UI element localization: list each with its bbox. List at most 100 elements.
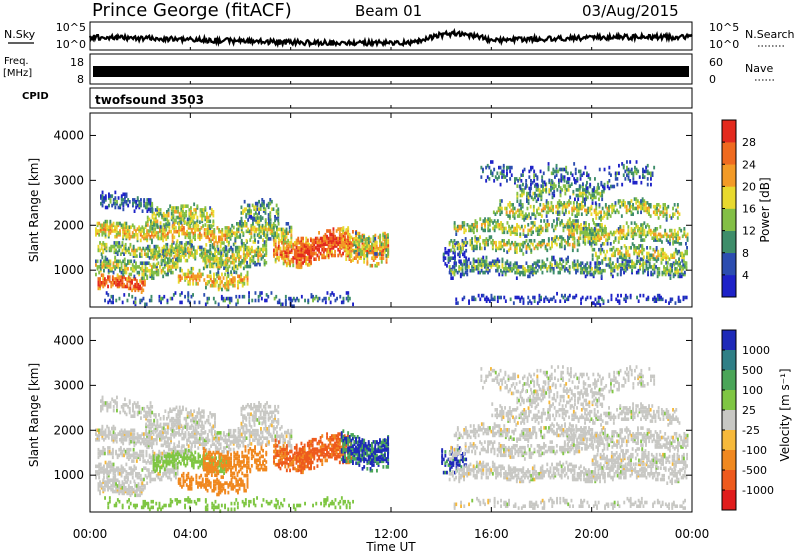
range-gate-cell xyxy=(180,291,183,295)
range-gate-cell xyxy=(108,203,110,208)
range-gate-cell xyxy=(522,242,525,247)
range-gate-cell xyxy=(499,204,502,209)
range-gate-cell xyxy=(641,247,644,252)
range-gate-cell xyxy=(342,226,345,230)
range-gate-cell xyxy=(512,265,515,269)
range-gate-cell xyxy=(303,253,306,258)
range-gate-cell xyxy=(98,221,101,226)
range-gate-cell xyxy=(603,184,606,189)
range-gate-cell xyxy=(186,231,188,236)
range-gate-cell xyxy=(679,251,682,256)
range-gate-cell xyxy=(511,267,513,271)
range-gate-cell xyxy=(213,235,216,240)
range-gate-cell xyxy=(464,265,467,269)
range-gate-cell xyxy=(191,243,193,248)
range-gate-cell xyxy=(665,210,668,215)
range-gate-cell xyxy=(625,204,628,209)
range-gate-cell xyxy=(258,223,261,228)
range-gate-cell xyxy=(507,265,510,269)
range-gate-cell xyxy=(509,232,512,236)
range-gate-cell xyxy=(474,235,477,239)
range-gate-cell xyxy=(666,267,669,271)
range-gate-cell xyxy=(622,225,625,229)
range-gate-cell xyxy=(208,237,211,241)
range-gate-cell xyxy=(474,267,477,271)
range-gate-cell xyxy=(382,250,385,255)
range-gate-cell xyxy=(526,199,528,203)
range-gate-cell xyxy=(533,239,536,243)
range-gate-cell xyxy=(574,179,577,183)
range-gate-cell xyxy=(382,244,385,249)
range-gate-cell xyxy=(123,282,125,287)
range-gate-cell xyxy=(628,208,631,213)
range-gate-cell xyxy=(127,250,130,255)
range-gate-cell xyxy=(662,249,664,254)
range-gate-cell xyxy=(598,236,601,240)
range-gate-cell xyxy=(630,167,633,172)
range-gate-cell xyxy=(585,184,588,188)
range-gate-cell xyxy=(149,274,152,279)
range-gate-cell xyxy=(525,250,528,254)
range-gate-cell xyxy=(328,296,330,301)
range-gate-cell xyxy=(660,251,663,256)
range-gate-cell xyxy=(585,232,588,237)
range-gate-cell xyxy=(239,235,242,239)
range-gate-cell xyxy=(614,203,617,207)
range-gate-cell xyxy=(663,255,666,259)
range-gate-cell xyxy=(159,253,161,257)
range-gate-cell xyxy=(194,233,196,238)
range-gate-cell xyxy=(239,233,242,237)
range-gate-cell xyxy=(528,270,531,275)
range-gate-cell xyxy=(587,173,590,177)
range-gate-cell xyxy=(187,274,190,279)
range-gate-cell xyxy=(276,231,278,235)
range-gate-cell xyxy=(541,226,544,231)
range-gate-cell xyxy=(505,212,508,216)
range-gate-cell xyxy=(573,232,575,237)
range-gate-cell xyxy=(245,223,248,228)
range-gate-cell xyxy=(241,294,244,299)
range-gate-cell xyxy=(166,298,169,303)
range-gate-cell xyxy=(96,231,99,235)
range-gate-cell xyxy=(184,247,187,252)
range-gate-cell xyxy=(514,232,517,236)
range-gate-cell xyxy=(572,189,575,194)
range-gate-cell xyxy=(638,201,641,205)
range-gate-cell xyxy=(236,247,239,252)
range-gate-cell xyxy=(206,219,208,224)
range-gate-cell xyxy=(227,280,230,284)
range-gate-cell xyxy=(295,255,298,260)
range-gate-cell xyxy=(587,270,590,275)
range-gate-cell xyxy=(102,275,105,279)
range-gate-cell xyxy=(355,235,358,240)
range-gate-cell xyxy=(509,242,512,247)
range-gate-cell xyxy=(202,253,205,257)
range-gate-cell xyxy=(530,165,532,170)
range-gate-cell xyxy=(655,246,658,250)
range-gate-cell xyxy=(177,280,180,284)
range-gate-cell xyxy=(111,194,114,198)
range-gate-cell xyxy=(667,272,670,277)
range-gate-cell xyxy=(515,270,518,275)
range-gate-cell xyxy=(193,274,196,279)
range-gate-cell xyxy=(561,206,564,211)
range-gate-cell xyxy=(620,251,623,256)
range-gate-cell xyxy=(246,209,249,213)
range-gate-cell xyxy=(167,267,169,271)
range-gate-cell xyxy=(599,223,602,227)
range-gate-cell xyxy=(99,229,102,233)
range-gate-cell xyxy=(324,242,327,246)
range-gate-cell xyxy=(130,272,133,277)
range-gate-cell xyxy=(180,215,183,220)
range-gate-cell xyxy=(517,242,520,247)
range-gate-cell xyxy=(491,171,494,176)
range-gate-cell xyxy=(239,262,242,267)
range-gate-cell xyxy=(178,228,180,232)
range-gate-cell xyxy=(135,261,137,265)
range-gate-cell xyxy=(532,204,535,209)
range-gate-cell xyxy=(277,207,280,211)
range-gate-cell xyxy=(355,237,358,242)
range-gate-cell xyxy=(488,165,491,170)
range-gate-cell xyxy=(666,268,669,273)
range-gate-cell xyxy=(330,253,333,258)
